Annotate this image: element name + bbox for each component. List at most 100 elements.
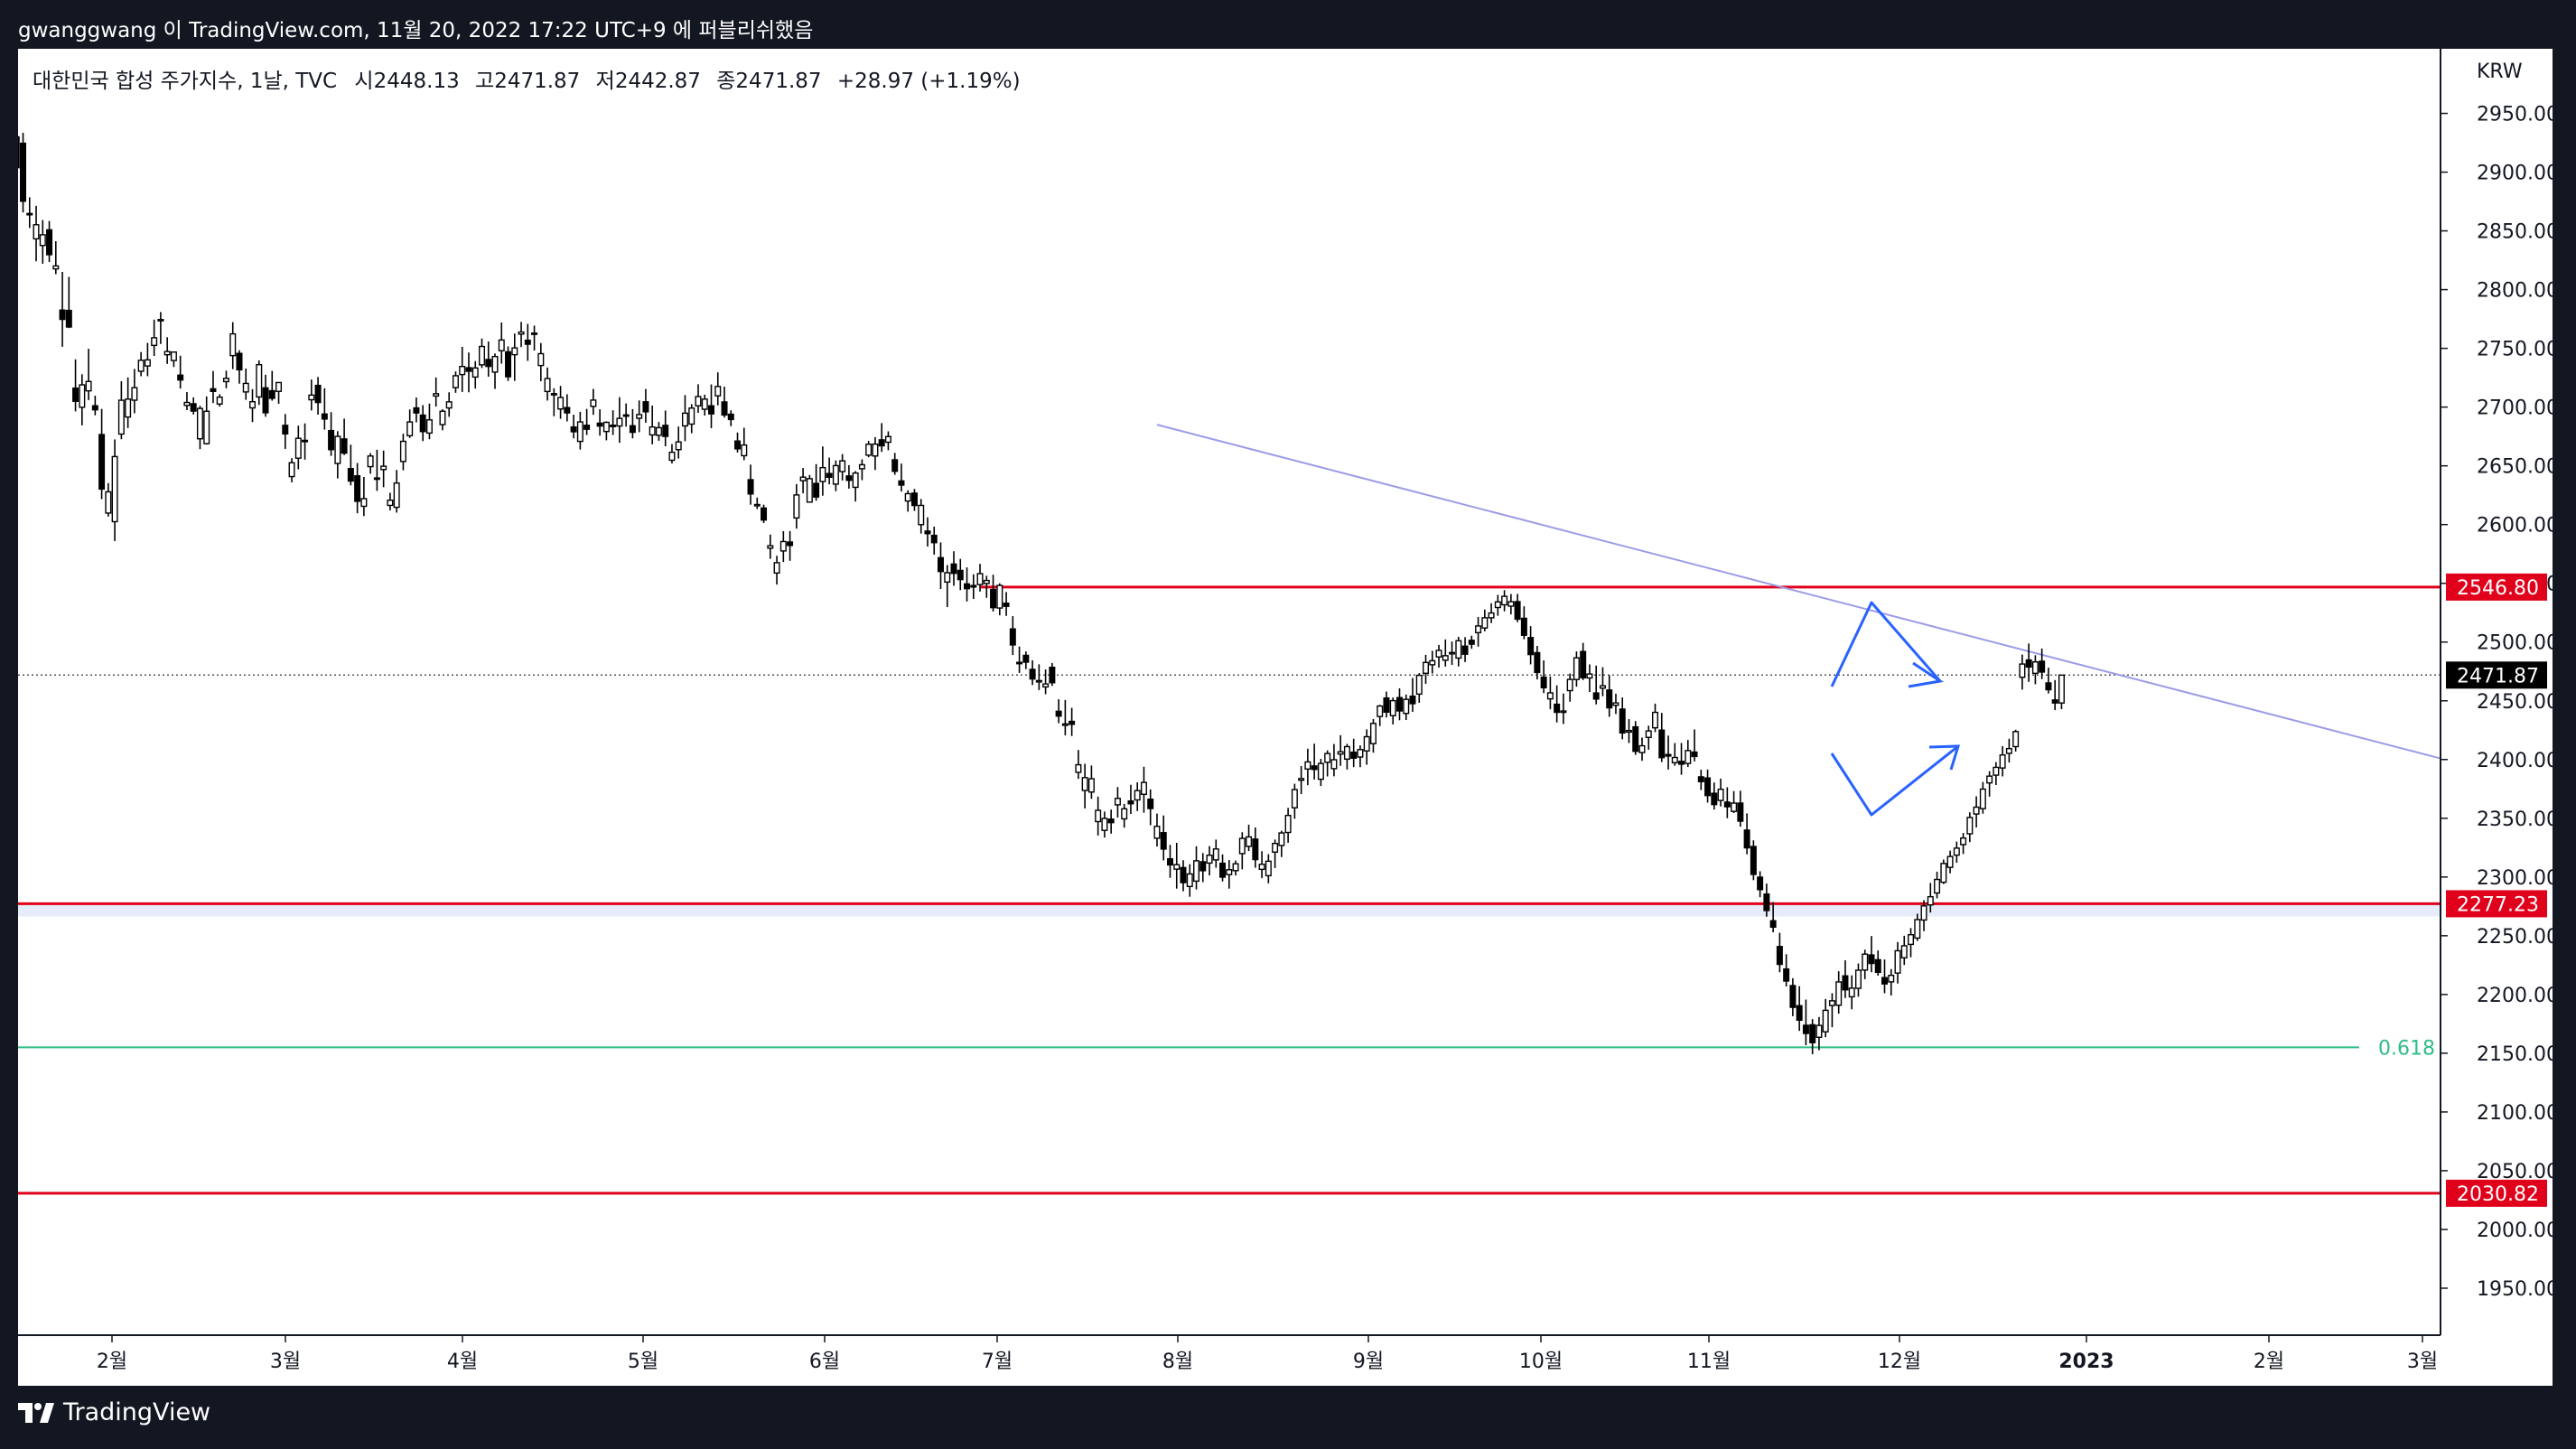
candle-body bbox=[125, 398, 132, 418]
candle-body bbox=[137, 360, 145, 372]
candle-body bbox=[1822, 1009, 1829, 1033]
candle-body bbox=[1848, 987, 1855, 998]
candle-body bbox=[1966, 817, 1974, 835]
candle-body bbox=[1953, 847, 1960, 856]
candle-body bbox=[190, 403, 197, 412]
candle bbox=[1789, 977, 1797, 1016]
candle bbox=[1212, 839, 1219, 868]
candle-body bbox=[1219, 862, 1227, 878]
candle bbox=[707, 384, 714, 428]
candle-body bbox=[622, 414, 630, 417]
candle-body bbox=[1278, 832, 1285, 846]
candle bbox=[1449, 641, 1456, 666]
candle bbox=[91, 396, 98, 416]
candle bbox=[491, 353, 499, 389]
candle bbox=[33, 205, 40, 262]
candle-body bbox=[1927, 895, 1934, 906]
candle bbox=[125, 377, 132, 428]
candle bbox=[1357, 745, 1364, 768]
candle bbox=[373, 449, 380, 491]
candle bbox=[1894, 941, 1901, 984]
candle-body bbox=[1979, 788, 1986, 809]
y-tick-label: 2450.00 bbox=[2477, 691, 2553, 714]
candle bbox=[1697, 770, 1704, 790]
candle-body bbox=[321, 413, 328, 420]
candle-body bbox=[1685, 750, 1692, 764]
candle bbox=[884, 431, 891, 451]
candle bbox=[990, 575, 997, 612]
candle bbox=[1219, 854, 1227, 882]
candle bbox=[2012, 729, 2020, 752]
candle bbox=[1934, 871, 1941, 899]
candle-body bbox=[1717, 789, 1724, 801]
candle-body bbox=[1199, 861, 1207, 872]
candle bbox=[216, 394, 223, 407]
candle bbox=[1573, 651, 1580, 687]
candle-body bbox=[1815, 1024, 1823, 1038]
candle-body bbox=[39, 234, 46, 247]
candle bbox=[163, 337, 171, 364]
candle bbox=[996, 583, 1003, 616]
candle-body bbox=[1298, 778, 1305, 781]
candle bbox=[1409, 678, 1416, 713]
y-tick-label: 2350.00 bbox=[2477, 809, 2553, 831]
candle-body bbox=[1246, 836, 1253, 847]
candle bbox=[144, 342, 151, 377]
candle bbox=[367, 453, 374, 474]
candle-body bbox=[1501, 595, 1508, 606]
candle-body bbox=[1075, 763, 1082, 773]
candle-body bbox=[1737, 802, 1744, 822]
candle-body bbox=[1678, 761, 1685, 765]
candle bbox=[596, 409, 603, 436]
candle bbox=[734, 432, 742, 453]
candle-body bbox=[747, 479, 754, 495]
high-label: 고 bbox=[475, 70, 495, 93]
candle-body bbox=[268, 389, 275, 399]
candle-body bbox=[1514, 601, 1521, 621]
candle bbox=[1711, 782, 1718, 810]
candle bbox=[1029, 659, 1036, 686]
candle bbox=[210, 370, 217, 404]
candle-body bbox=[1946, 855, 1954, 868]
candle-body bbox=[1671, 756, 1678, 764]
candle bbox=[583, 408, 591, 435]
candle bbox=[471, 360, 479, 389]
candle-body bbox=[1488, 612, 1495, 619]
candle-body bbox=[163, 351, 171, 356]
x-tick-label: 3월 bbox=[270, 1351, 301, 1373]
candle bbox=[1423, 654, 1430, 684]
candlestick-chart[interactable]: 0.618 KRW 1950.00 2000.00 2050.00 2100.00 215… bbox=[13, 49, 2559, 1386]
candle-body bbox=[1284, 814, 1292, 834]
candle bbox=[1874, 950, 1881, 977]
candle bbox=[282, 414, 289, 449]
candle bbox=[1540, 659, 1547, 694]
candle-body bbox=[550, 393, 557, 396]
candle-body bbox=[1069, 720, 1076, 725]
candle-body bbox=[1854, 969, 1862, 989]
candle-body bbox=[13, 136, 20, 169]
candle-body bbox=[1081, 777, 1088, 791]
candle bbox=[1612, 693, 1619, 715]
candle bbox=[425, 403, 433, 440]
candle bbox=[662, 410, 669, 447]
candle bbox=[649, 406, 656, 444]
candle bbox=[839, 453, 846, 481]
candle bbox=[1507, 594, 1515, 615]
chart-area[interactable]: 0.618 KRW 1950.00 2000.00 2050.00 2100.00 215… bbox=[13, 49, 2559, 1386]
candle bbox=[1383, 691, 1390, 718]
candle-body bbox=[910, 492, 918, 507]
candle bbox=[852, 471, 859, 502]
candle-body bbox=[531, 332, 538, 335]
x-tick-label: 2월 bbox=[2254, 1351, 2284, 1373]
candle-body bbox=[1534, 651, 1541, 674]
candle-body bbox=[425, 419, 433, 435]
candle bbox=[518, 322, 525, 348]
candle-body bbox=[1009, 628, 1016, 646]
candle bbox=[1311, 743, 1318, 780]
candle-body bbox=[1029, 668, 1036, 680]
candle-body bbox=[707, 405, 714, 415]
y-tick-label: 2000.00 bbox=[2477, 1220, 2553, 1242]
candle bbox=[1514, 594, 1521, 622]
tradingview-logo[interactable]: TradingView bbox=[18, 1398, 210, 1426]
candle-body bbox=[950, 563, 957, 575]
